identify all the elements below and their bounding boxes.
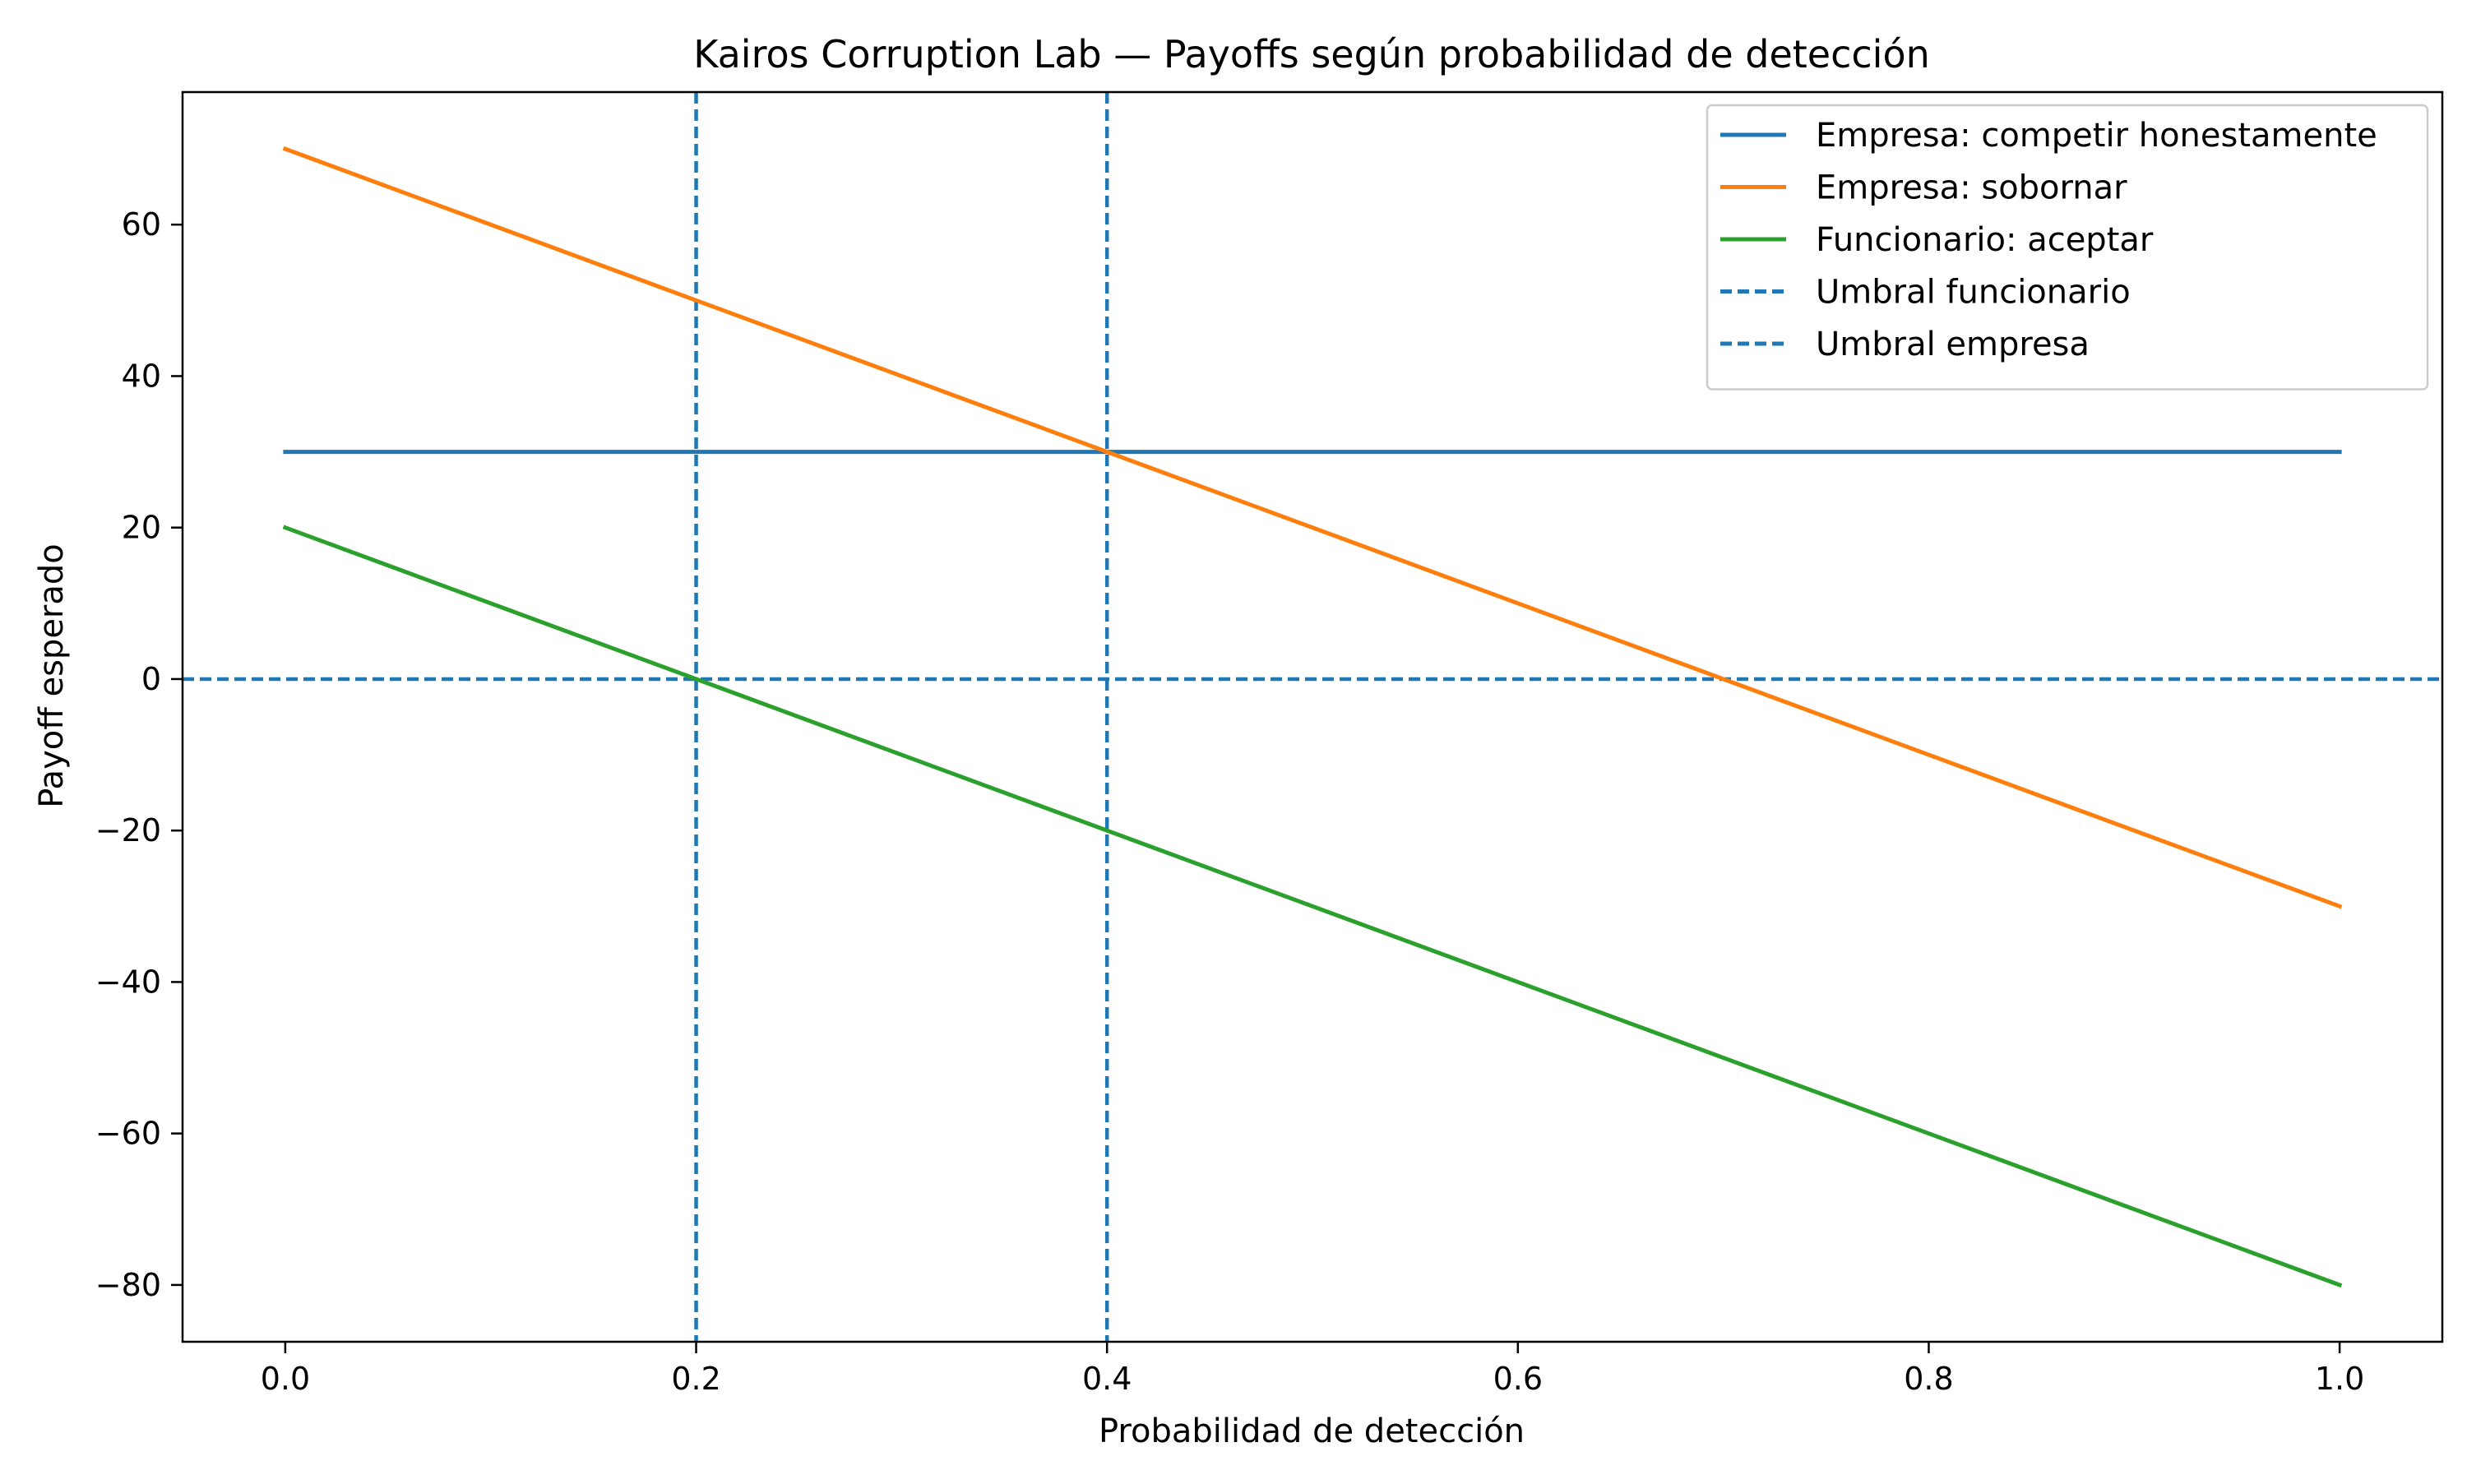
x-tick-label: 1.0 [2315,1361,2364,1397]
legend-box [1706,104,2429,391]
y-tick-label: 0 [141,661,161,697]
legend-label: Empresa: competir honestamente [1816,117,2377,155]
plot-frame [181,90,2444,1343]
y-tick-label: 20 [122,510,161,546]
series-line-1 [282,146,2343,909]
legend: Empresa: competir honestamente Empresa: s… [1706,104,2429,391]
y-tick-label: −40 [95,964,161,1000]
x-tick-label: 0.2 [671,1361,720,1397]
y-tick-label: −80 [95,1267,161,1303]
x-tick-label: 0.8 [1904,1361,1953,1397]
y-tick-label: 40 [122,358,161,394]
y-axis-label: Payoff esperado [33,543,71,808]
legend-label: Funcionario: aceptar [1816,221,2154,259]
chart-title: Kairos Corruption Lab — Payoffs según pr… [693,32,1930,76]
x-tick-label: 0.6 [1493,1361,1543,1397]
x-tick-label: 0.4 [1082,1361,1132,1397]
plot-area [183,92,2442,1342]
x-axis-label: Probabilidad de detección [1099,1412,1525,1450]
legend-label: Umbral empresa [1816,326,2090,363]
y-tick-label: 60 [122,206,161,243]
y-tick-label: −60 [95,1116,161,1152]
x-tick-label: 0.0 [261,1361,310,1397]
legend-label: Empresa: sobornar [1816,169,2127,207]
legend-label: Umbral funcionario [1816,274,2131,312]
y-tick-label: −20 [95,812,161,848]
series-line-2 [282,525,2343,1288]
axes: 0.0 0.2 0.4 0.6 0.8 1.0 60 40 20 0 −20 −40 −60 −80 [95,90,2444,1397]
